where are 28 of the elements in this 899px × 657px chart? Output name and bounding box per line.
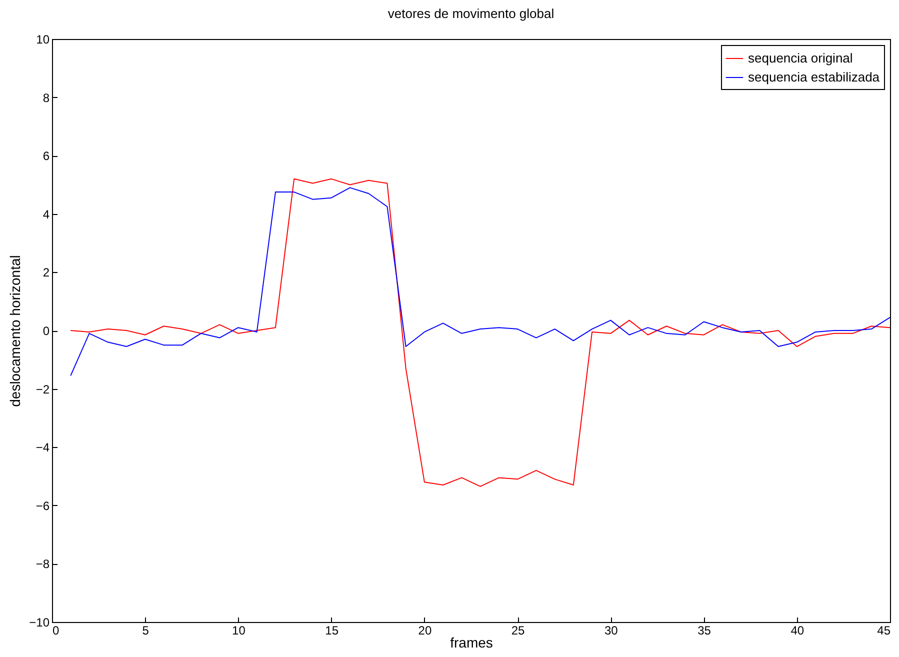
x-tick-label: 45: [877, 624, 891, 638]
x-tick-label: 0: [52, 624, 60, 638]
chart-title: vetores de movimento global: [388, 6, 554, 21]
y-tick-label: 10: [36, 32, 50, 46]
x-tick-label: 40: [790, 624, 804, 638]
y-axis-title: deslocamento horizontal: [7, 255, 24, 407]
x-axis-title: frames: [450, 634, 493, 650]
x-tick-label: 10: [232, 624, 246, 638]
y-tick-label: −8: [36, 557, 50, 572]
x-tick-label: 20: [418, 624, 432, 638]
line-series: [70, 178, 890, 487]
y-tick-label: −10: [29, 616, 50, 630]
y-tick-label: 8: [42, 90, 50, 105]
y-tick-label: 4: [42, 207, 50, 222]
y-tick-label: 0: [42, 324, 50, 338]
x-tick-label: 30: [604, 624, 618, 638]
y-tick-label: 6: [42, 149, 50, 164]
x-tick-label: 5: [142, 624, 150, 638]
x-tick-label: 15: [325, 624, 339, 638]
y-tick-label: −2: [36, 382, 50, 396]
legend-label: sequencia original: [748, 50, 853, 66]
x-tick-label: 35: [698, 624, 712, 638]
y-tick-label: 2: [42, 266, 50, 280]
line-series: [70, 187, 890, 376]
legend-label: sequencia estabilizada: [748, 70, 880, 84]
y-tick-label: −4: [36, 440, 50, 455]
x-tick-label: 25: [511, 624, 526, 638]
y-tick-label: −6: [36, 498, 50, 513]
